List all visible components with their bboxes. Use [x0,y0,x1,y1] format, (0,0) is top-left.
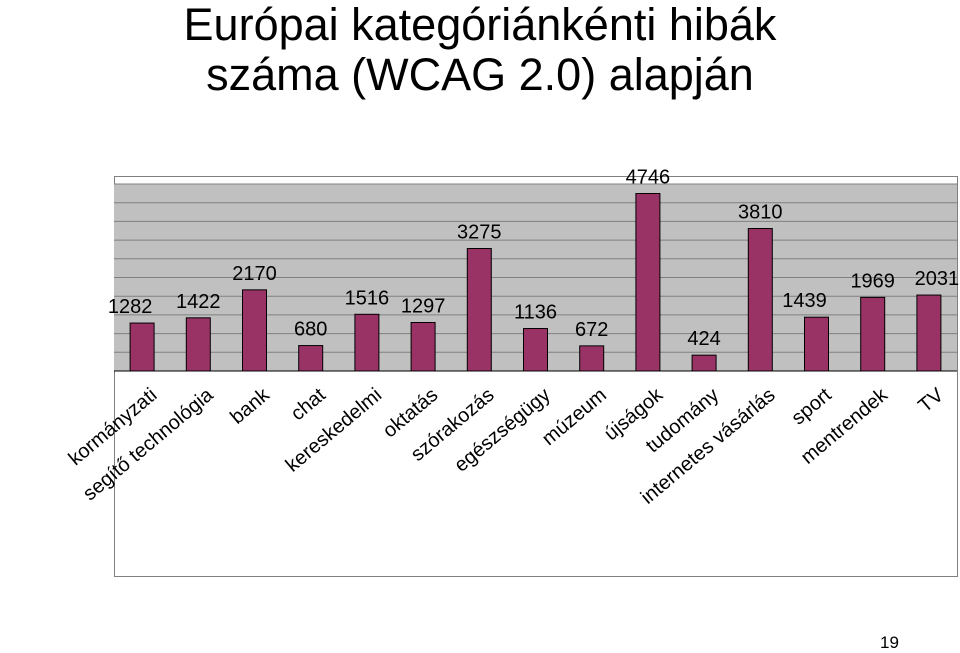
data-label: 424 [687,328,720,350]
bar [185,317,211,372]
bar [129,322,155,372]
data-label: 672 [575,319,608,341]
bar [242,289,267,372]
bar [410,321,436,372]
data-label: 1969 [850,270,895,292]
category-label: egészségügy [450,384,554,477]
data-label: 2031 [915,268,960,290]
data-label: 1439 [782,290,827,312]
page-number: 19 [880,633,899,652]
data-label: 2170 [232,263,277,285]
data-label: 680 [294,319,327,341]
slide-title: Európai kategóriánkénti hibák száma (WCA… [0,0,960,100]
bar [860,296,886,372]
bar [691,354,717,372]
bar [523,328,548,372]
data-label: 1282 [108,296,153,318]
bar [354,313,380,372]
bar [804,316,829,372]
bar [916,294,942,372]
data-label: 3810 [738,202,783,224]
category-label: TV [914,384,948,418]
data-label: 1297 [401,295,446,317]
data-label: 1516 [345,287,390,309]
category-label: chat [287,384,330,425]
bar [298,345,324,372]
slide-title-line-2: száma (WCAG 2.0) alapján [206,49,754,100]
category-label: sport [788,384,837,430]
data-label: 3275 [457,222,502,244]
category-label: kereskedelmi [282,384,386,477]
bar [747,228,773,372]
bar [635,192,661,372]
slide-title-line-1: Európai kategóriánkénti hibák [183,0,777,50]
data-label: 1422 [176,291,221,313]
category-label: múzeum [538,384,611,450]
bar [579,345,605,372]
bar [466,248,492,372]
category-label: bank [226,383,274,428]
data-label: 1136 [514,302,557,324]
data-label: 4746 [626,166,671,188]
